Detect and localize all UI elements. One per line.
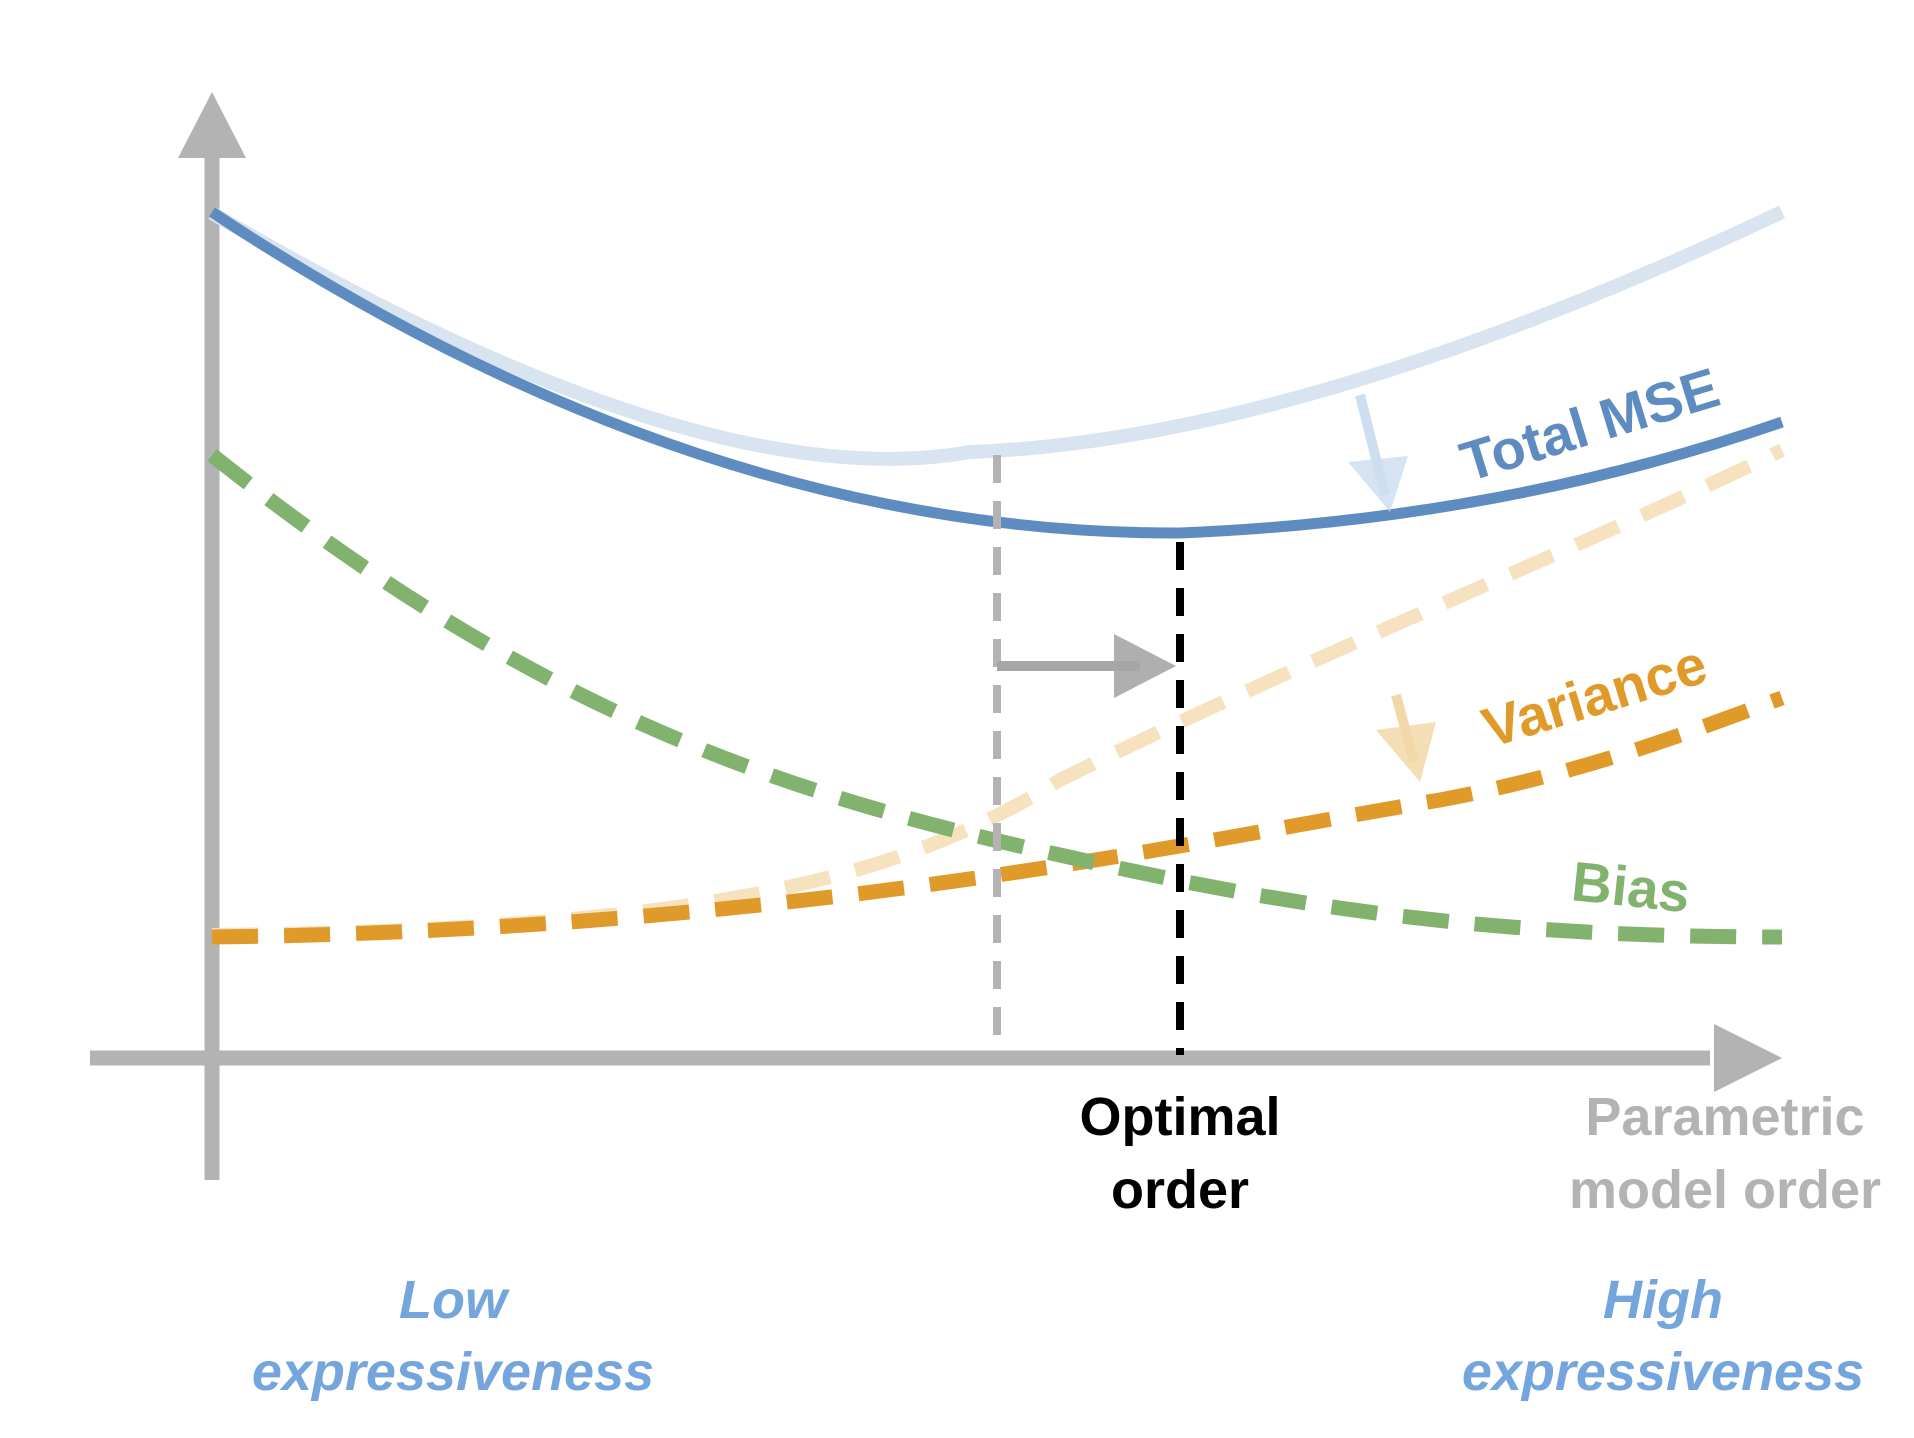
mse-shift-arrow-icon (1348, 393, 1408, 512)
bias-curve (207, 449, 1783, 945)
x-axis-label-line2: model order (1569, 1160, 1881, 1220)
bias-label: Bias (1569, 849, 1693, 924)
optimal-order-label-line1: Optimal (1079, 1087, 1280, 1147)
axes (90, 92, 1782, 1180)
total-mse-curve (208, 207, 1784, 539)
total-mse-old-curve (208, 205, 1785, 466)
x-axis-arrow-icon (1714, 1024, 1782, 1092)
optimal-order-label-line2: order (1111, 1160, 1249, 1220)
optimal-shift-arrow-icon (997, 634, 1176, 698)
high-expressiveness-label-line1: High (1603, 1270, 1723, 1330)
low-expressiveness-label-line1: Low (399, 1270, 510, 1330)
low-expressiveness-label-line2: expressiveness (252, 1342, 654, 1402)
high-expressiveness-label-line2: expressiveness (1462, 1342, 1864, 1402)
y-axis-arrow-icon (178, 92, 246, 158)
variance-curve (211, 690, 1785, 945)
x-axis-label-line1: Parametric (1585, 1087, 1864, 1147)
variance-shift-arrow-icon (1376, 693, 1436, 782)
